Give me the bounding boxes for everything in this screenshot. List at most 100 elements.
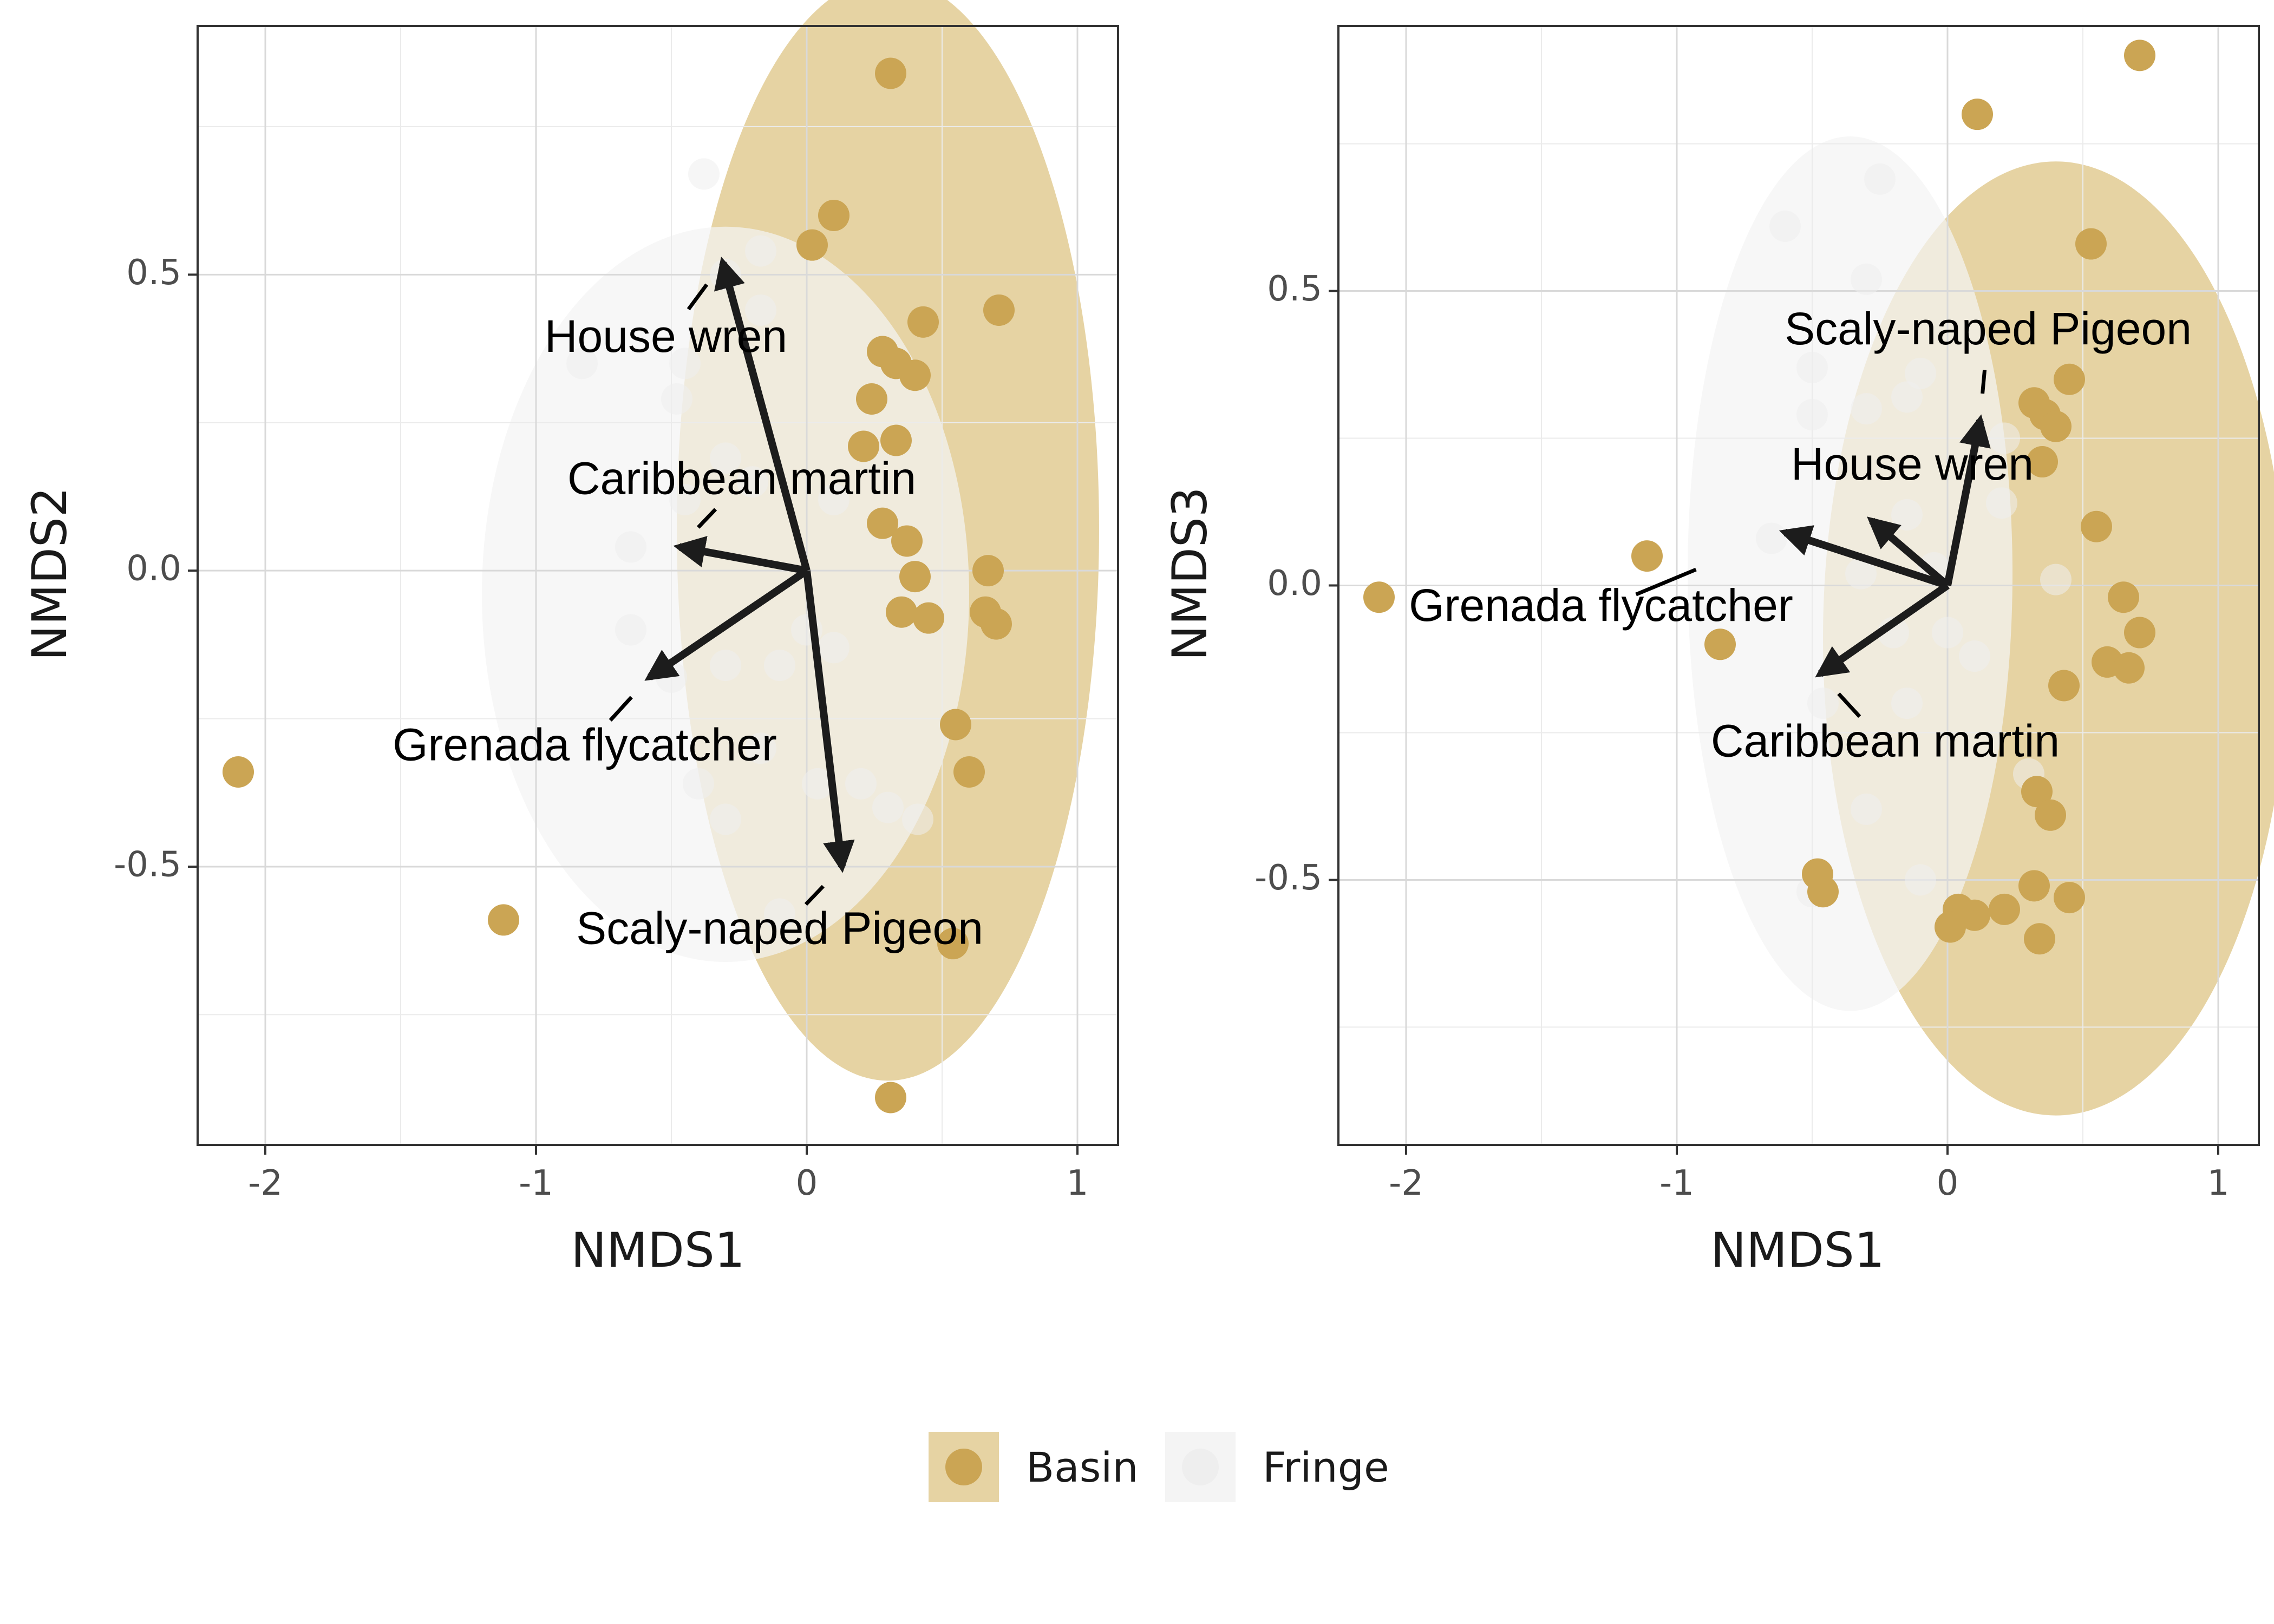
arrow-leader-grenada-flycatcher (1635, 567, 1697, 597)
point-fringe (1845, 558, 1877, 590)
point-basin (2124, 40, 2155, 71)
point-basin (983, 294, 1015, 326)
point-basin (856, 383, 887, 415)
point-fringe (710, 442, 741, 474)
point-fringe (1989, 422, 2020, 454)
point-fringe (1959, 640, 1990, 672)
point-fringe (1891, 499, 1923, 531)
point-fringe (1756, 522, 1787, 554)
point-basin (1631, 540, 1663, 572)
point-fringe (1851, 393, 1882, 425)
point-fringe (1769, 210, 1801, 242)
point-fringe (1905, 864, 1936, 896)
legend-marker-basin (945, 1449, 982, 1485)
point-basin (875, 57, 906, 89)
point-fringe (802, 768, 833, 800)
x-tick-label: 1 (1067, 1163, 1089, 1203)
arrow-label-scaly-naped-pigeon: Scaly-naped Pigeon (576, 902, 983, 953)
point-basin (2054, 363, 2085, 395)
arrow-grenada-flycatcher (1779, 525, 1949, 590)
arrow-house-wren (714, 257, 811, 572)
point-fringe (1891, 687, 1923, 719)
point-basin (940, 709, 971, 741)
x-tick-label: -2 (248, 1163, 283, 1203)
point-fringe (1986, 487, 2017, 519)
point-basin (891, 525, 923, 557)
y-tick-label: 0.0 (1267, 564, 1322, 604)
point-basin (223, 756, 254, 788)
point-fringe (764, 898, 795, 930)
point-fringe (845, 768, 877, 800)
y-tick-label: -0.5 (1254, 858, 1322, 898)
point-fringe (1864, 163, 1896, 195)
point-basin (2081, 510, 2112, 542)
point-basin (2075, 228, 2107, 260)
point-basin (818, 199, 850, 231)
point-fringe (2040, 564, 2072, 595)
point-basin (981, 608, 1012, 640)
point-basin (2040, 410, 2072, 442)
point-basin (796, 229, 828, 261)
legend-label-fringe: Fringe (1263, 1443, 1389, 1491)
panel-border (197, 25, 1119, 1146)
point-fringe (710, 803, 741, 835)
point-basin (899, 561, 931, 593)
arrow-scaly-naped-pigeon (803, 570, 855, 873)
y-tick-label: 0.5 (126, 253, 181, 293)
point-basin (1962, 99, 1993, 130)
point-basin (972, 555, 1004, 587)
point-fringe (1891, 381, 1923, 413)
point-basin (2048, 670, 2080, 702)
legend-label-basin: Basin (1026, 1443, 1139, 1491)
point-fringe (1807, 687, 1839, 719)
x-axis-title: NMDS1 (1710, 1222, 1884, 1278)
arrow-grenada-flycatcher (644, 567, 809, 681)
point-basin (953, 756, 985, 788)
point-basin (1363, 581, 1395, 613)
point-fringe (615, 614, 646, 646)
legend-item-basin: Basin (929, 1432, 1139, 1502)
point-basin (1807, 876, 1839, 908)
point-fringe (818, 632, 850, 664)
arrow-leader-caribbean-martin (697, 508, 717, 529)
arrow-label-caribbean-martin: Caribbean martin (1711, 715, 2060, 766)
legend-marker-fringe (1182, 1449, 1219, 1485)
point-fringe (710, 650, 741, 682)
arrow-house-wren (1867, 516, 1950, 588)
point-basin (875, 1082, 906, 1114)
point-fringe (669, 483, 701, 515)
point-basin (2024, 923, 2055, 955)
legend-item-fringe: Fringe (1165, 1432, 1389, 1502)
point-basin (488, 904, 519, 936)
point-fringe (566, 348, 598, 379)
point-fringe (818, 483, 850, 515)
point-basin (867, 507, 898, 539)
point-basin (2018, 870, 2050, 902)
y-axis-title: NMDS3 (1162, 487, 1218, 660)
arrow-leader-scaly-naped-pigeon (1981, 370, 1987, 394)
y-tick-label: 0.5 (1267, 269, 1322, 309)
point-basin (2035, 799, 2066, 831)
arrow-leader-scaly-naped-pigeon (804, 885, 825, 906)
arrow-leader-house-wren (687, 283, 709, 311)
x-tick-label: -1 (1659, 1163, 1694, 1203)
arrow-caribbean-martin (1815, 582, 1950, 678)
point-basin (1704, 628, 1736, 660)
point-fringe (745, 294, 776, 326)
y-tick-label: 0.0 (126, 549, 181, 589)
arrow-caribbean-martin (673, 536, 808, 575)
point-basin (2054, 882, 2085, 914)
point-basin (907, 306, 939, 338)
point-fringe (669, 348, 701, 379)
arrow-label-caribbean-martin: Caribbean martin (567, 453, 916, 503)
point-basin (2027, 446, 2058, 478)
point-fringe (745, 235, 776, 267)
point-basin (1935, 911, 1966, 943)
arrow-label-grenada-flycatcher: Grenada flycatcher (393, 719, 777, 770)
point-fringe (1851, 793, 1882, 825)
x-tick-label: -2 (1389, 1163, 1423, 1203)
point-basin (2124, 617, 2155, 649)
x-tick-label: 1 (2207, 1163, 2230, 1203)
arrow-label-grenada-flycatcher: Grenada flycatcher (1409, 580, 1793, 631)
